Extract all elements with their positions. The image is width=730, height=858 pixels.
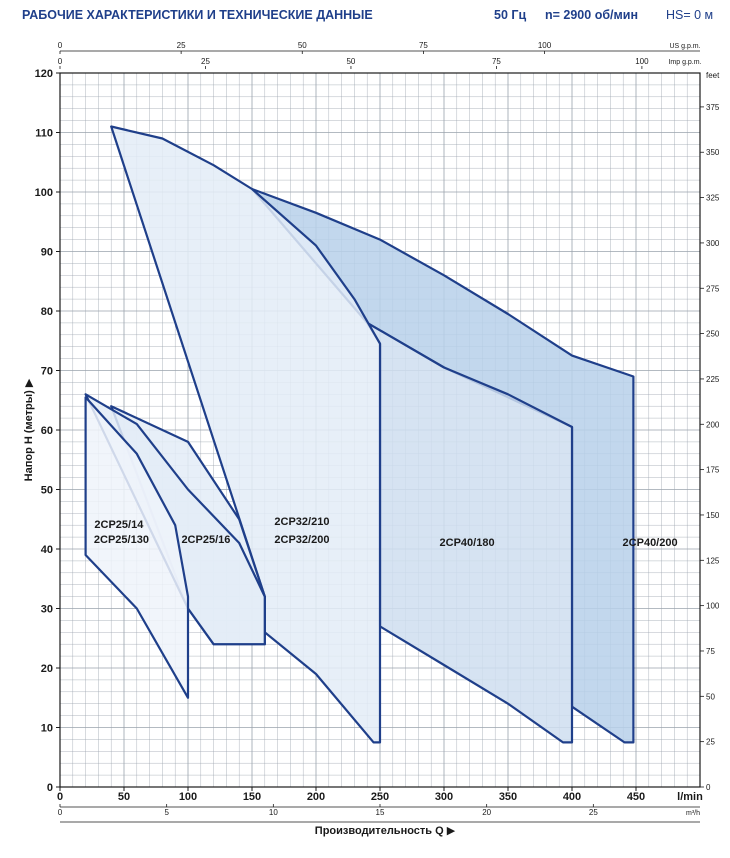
y-tick-label: 10 [41, 723, 53, 735]
x-tick-label: 350 [499, 791, 517, 803]
x-axis-label: Производительность Q ▶ [315, 825, 456, 837]
y-tick-label: 90 [41, 247, 53, 259]
series-label: 2CP40/200 [623, 537, 678, 549]
m3h-tick-label: 15 [376, 808, 385, 817]
y-tick-label: 0 [47, 782, 53, 794]
us-gpm-tick-label: 50 [298, 41, 307, 50]
series-label: 2CP25/14 [94, 519, 144, 531]
feet-tick-label: 50 [706, 692, 715, 701]
feet-tick-label: 300 [706, 239, 720, 248]
us-gpm-tick-label: 25 [177, 41, 186, 50]
us-gpm-tick-label: 0 [58, 41, 63, 50]
feet-tick-label: 0 [706, 783, 711, 792]
y-axis-label: Напор H (метры) ▶ [23, 378, 35, 481]
m3h-tick-label: 10 [269, 808, 278, 817]
feet-axis-label: feet [706, 71, 720, 80]
feet-tick-label: 250 [706, 330, 720, 339]
feet-tick-label: 350 [706, 148, 720, 157]
x-tick-label: 400 [563, 791, 581, 803]
us-gpm-axis-label: US g.p.m. [669, 43, 700, 50]
x-tick-label: 200 [307, 791, 325, 803]
feet-tick-label: 225 [706, 375, 720, 384]
m3h-tick-label: 5 [164, 808, 169, 817]
imp-gpm-tick-label: 75 [492, 57, 501, 66]
series-label: 2CP32/210 [274, 516, 329, 528]
y-tick-label: 30 [41, 604, 53, 616]
m3h-axis-label: m³/h [686, 810, 700, 817]
imp-gpm-axis-label: Imp g.p.m. [668, 59, 701, 66]
series-label: 2CP25/130 [94, 534, 149, 546]
feet-tick-label: 100 [706, 602, 720, 611]
x-tick-label: 300 [435, 791, 453, 803]
imp-gpm-tick-label: 50 [346, 57, 355, 66]
series-area-2cp25-14 [84, 396, 190, 699]
y-tick-label: 100 [35, 187, 53, 199]
frequency-label: 50 Гц [494, 8, 527, 22]
x-tick-label: 250 [371, 791, 389, 803]
imp-gpm-tick-label: 25 [201, 57, 210, 66]
x-tick-label: 150 [243, 791, 261, 803]
feet-tick-label: 150 [706, 511, 720, 520]
speed-label: n= 2900 об/мин [545, 8, 638, 22]
page-title: РАБОЧИЕ ХАРАКТЕРИСТИКИ И ТЕХНИЧЕСКИЕ ДАН… [22, 8, 373, 22]
feet-tick-label: 200 [706, 420, 720, 429]
us-gpm-tick-label: 100 [538, 41, 552, 50]
series-label: 2CP25/16 [181, 534, 230, 546]
x-tick-label: 100 [179, 791, 197, 803]
y-tick-label: 80 [41, 306, 53, 318]
y-tick-label: 110 [35, 128, 53, 140]
x-tick-label: 50 [118, 791, 130, 803]
feet-tick-label: 375 [706, 103, 720, 112]
y-tick-label: 20 [41, 663, 53, 675]
hs-label: HS= 0 м [666, 8, 714, 22]
y-tick-label: 50 [41, 485, 53, 497]
series-label: 2CP40/180 [440, 537, 495, 549]
x-tick-label: 450 [627, 791, 645, 803]
feet-tick-label: 175 [706, 466, 720, 475]
feet-tick-label: 25 [706, 738, 715, 747]
feet-tick-label: 125 [706, 556, 720, 565]
y-tick-label: 70 [41, 366, 53, 378]
x-unit-label: l/min [677, 791, 703, 803]
y-tick-label: 120 [35, 68, 53, 80]
feet-tick-label: 75 [706, 647, 715, 656]
y-tick-label: 40 [41, 544, 53, 556]
m3h-tick-label: 25 [589, 808, 598, 817]
feet-tick-label: 275 [706, 284, 720, 293]
imp-gpm-tick-label: 100 [635, 57, 649, 66]
imp-gpm-tick-label: 0 [58, 57, 63, 66]
series-label: 2CP32/200 [274, 534, 329, 546]
us-gpm-tick-label: 75 [419, 41, 428, 50]
y-tick-label: 60 [41, 425, 53, 437]
m3h-tick-label: 20 [482, 808, 491, 817]
x-tick-label: 0 [57, 791, 63, 803]
m3h-tick-label: 0 [58, 808, 63, 817]
feet-tick-label: 325 [706, 194, 720, 203]
